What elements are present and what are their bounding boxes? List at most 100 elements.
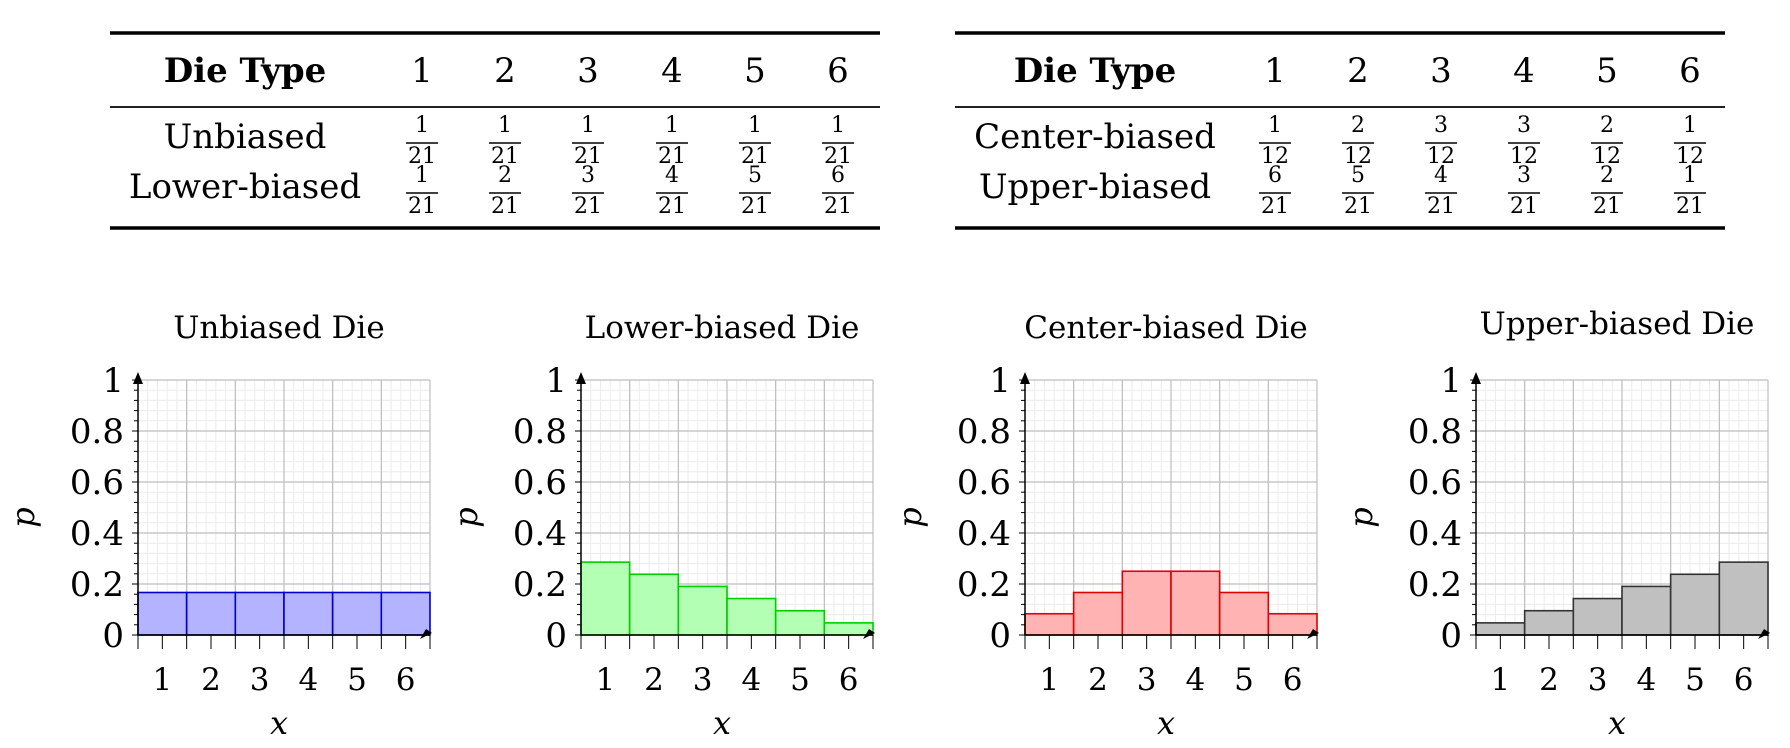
y-tick-label: 0.6 bbox=[513, 463, 567, 503]
fraction-numerator: 4 bbox=[1434, 163, 1448, 188]
bar bbox=[1669, 573, 1721, 636]
y-tick-label: 0 bbox=[545, 616, 567, 656]
bar bbox=[823, 622, 874, 636]
y-tick-label: 0.8 bbox=[70, 412, 124, 452]
fraction-denominator: 21 bbox=[491, 144, 519, 169]
x-axis-label: x bbox=[270, 704, 288, 742]
y-tick-label: 1 bbox=[102, 361, 124, 401]
y-axis-label: p bbox=[4, 507, 42, 527]
fraction-denominator: 12 bbox=[1344, 144, 1372, 169]
fraction-denominator: 21 bbox=[824, 194, 852, 219]
y-tick-label: 0.8 bbox=[957, 412, 1011, 452]
fraction-denominator: 21 bbox=[824, 144, 852, 169]
y-axis-label: p bbox=[447, 507, 485, 527]
x-tick-label: 2 bbox=[201, 662, 221, 698]
fraction-denominator: 21 bbox=[741, 144, 769, 169]
bar bbox=[1475, 622, 1526, 636]
table-header-face: 6 bbox=[827, 51, 849, 91]
x-tick-label: 5 bbox=[1234, 662, 1254, 698]
x-axis-label: x bbox=[1608, 704, 1626, 742]
y-tick-label: 0.4 bbox=[1408, 514, 1462, 554]
chart-title: Unbiased Die bbox=[173, 310, 384, 346]
bar bbox=[331, 591, 383, 636]
fraction-numerator: 1 bbox=[831, 113, 845, 138]
bar bbox=[1267, 612, 1318, 636]
fraction-denominator: 12 bbox=[1261, 144, 1289, 169]
table-header-die-type: Die Type bbox=[1014, 51, 1177, 91]
fraction-denominator: 21 bbox=[574, 194, 602, 219]
x-axis-arrow bbox=[1758, 629, 1770, 639]
fraction-numerator: 5 bbox=[1351, 163, 1365, 188]
fraction-numerator: 2 bbox=[1600, 163, 1614, 188]
fraction-numerator: 1 bbox=[748, 113, 762, 138]
table-header-face: 1 bbox=[411, 51, 433, 91]
table-header-face: 4 bbox=[1513, 51, 1535, 91]
y-axis-arrow bbox=[576, 372, 586, 384]
table-row-label: Unbiased bbox=[164, 117, 327, 157]
fraction-numerator: 4 bbox=[665, 163, 679, 188]
x-axis-arrow bbox=[420, 629, 432, 639]
fraction-numerator: 1 bbox=[498, 113, 512, 138]
fraction-numerator: 1 bbox=[1683, 163, 1697, 188]
x-tick-label: 1 bbox=[595, 662, 615, 698]
chart-title: Upper-biased Die bbox=[1480, 306, 1755, 342]
probability-table-left: Die Type 1 2 3 4 5 6 Unbiased 1 21 1 21 1 21 1 21 1 21 1 21… bbox=[110, 31, 880, 230]
table-header-face: 5 bbox=[1596, 51, 1618, 91]
fraction-denominator: 21 bbox=[574, 144, 602, 169]
bar bbox=[726, 597, 777, 636]
table-header-face: 4 bbox=[661, 51, 683, 91]
fraction-denominator: 12 bbox=[1676, 144, 1704, 169]
table-header-die-type: Die Type bbox=[164, 51, 327, 91]
x-tick-label: 6 bbox=[1734, 662, 1754, 698]
fraction-numerator: 3 bbox=[581, 163, 595, 188]
x-axis-arrow bbox=[863, 629, 875, 639]
fraction-denominator: 21 bbox=[658, 144, 686, 169]
y-tick-label: 0.4 bbox=[70, 514, 124, 554]
fraction-numerator: 1 bbox=[415, 113, 429, 138]
y-tick-label: 0 bbox=[102, 616, 124, 656]
x-tick-label: 1 bbox=[1490, 662, 1510, 698]
y-tick-label: 0.6 bbox=[1408, 463, 1462, 503]
y-tick-label: 0.4 bbox=[957, 514, 1011, 554]
fraction-numerator: 2 bbox=[1600, 113, 1614, 138]
chart-title: Lower-biased Die bbox=[585, 310, 860, 346]
chart-title: Center-biased Die bbox=[1024, 310, 1307, 346]
fraction-numerator: 1 bbox=[415, 163, 429, 188]
x-tick-label: 4 bbox=[1636, 662, 1656, 698]
fraction-numerator: 1 bbox=[1683, 113, 1697, 138]
y-axis-arrow bbox=[1471, 372, 1481, 384]
y-tick-label: 1 bbox=[545, 361, 567, 401]
x-tick-label: 3 bbox=[1588, 662, 1608, 698]
bar bbox=[283, 591, 334, 636]
y-tick-label: 0 bbox=[989, 616, 1011, 656]
fraction-numerator: 3 bbox=[1517, 113, 1531, 138]
bar bbox=[1121, 570, 1172, 636]
table-header-face: 1 bbox=[1264, 51, 1286, 91]
fraction-denominator: 12 bbox=[1427, 144, 1455, 169]
y-tick-label: 0.8 bbox=[513, 412, 567, 452]
bar bbox=[1621, 585, 1672, 636]
fraction-denominator: 21 bbox=[408, 194, 436, 219]
bar bbox=[234, 591, 285, 636]
y-axis-arrow bbox=[1020, 372, 1030, 384]
bar bbox=[580, 561, 631, 636]
fraction-denominator: 12 bbox=[1593, 144, 1621, 169]
fraction-denominator: 21 bbox=[1427, 194, 1455, 219]
fraction-numerator: 1 bbox=[581, 113, 595, 138]
table-header-face: 2 bbox=[494, 51, 516, 91]
x-tick-label: 3 bbox=[693, 662, 713, 698]
y-axis-arrow bbox=[133, 372, 143, 384]
fraction-numerator: 6 bbox=[831, 163, 845, 188]
fraction-numerator: 5 bbox=[748, 163, 762, 188]
fraction-denominator: 21 bbox=[1344, 194, 1372, 219]
fraction-denominator: 21 bbox=[1593, 194, 1621, 219]
x-tick-label: 6 bbox=[839, 662, 859, 698]
y-tick-label: 0.6 bbox=[957, 463, 1011, 503]
fraction-numerator: 1 bbox=[1268, 113, 1282, 138]
table-header-face: 3 bbox=[577, 51, 599, 91]
bar bbox=[1572, 597, 1623, 636]
table-header-face: 3 bbox=[1430, 51, 1452, 91]
bar bbox=[677, 585, 728, 636]
